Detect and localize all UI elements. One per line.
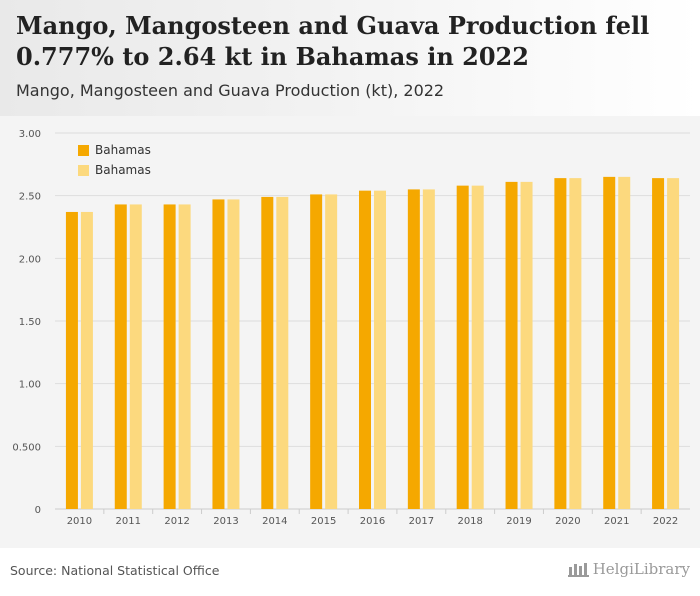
x-tick-label: 2017 [409,516,434,527]
bar-1-2021 [603,176,616,509]
bar-1-2014 [261,196,274,510]
y-tick-label: 2.00 [19,254,41,265]
x-tick-label: 2016 [360,516,385,527]
x-tick-label: 2021 [604,516,629,527]
bar-2-2016 [374,190,386,510]
bar-1-2016 [359,190,371,510]
x-tick-label: 2010 [67,516,92,527]
y-tick-label: 1.50 [19,317,41,328]
legend-item-series-1[interactable]: Bahamas [78,140,151,160]
legend-swatch [78,164,89,176]
source-note: Source: National Statistical Office [10,563,220,578]
bar-1-2017 [407,189,420,509]
bar-2-2022 [667,178,680,509]
y-tick-label: 0.500 [12,442,41,453]
y-tick-label: 0 [35,505,41,516]
library-icon [567,563,589,577]
bar-1-2012 [163,204,176,509]
chart-area: 0 0.500 1.00 1.50 2.00 2.50 3.00 2010 2011 2012 20… [0,116,700,548]
header: Mango, Mangosteen and Guava Production f… [0,0,700,116]
legend-label: Bahamas [95,143,151,157]
bar-2-2013 [227,199,240,509]
bar-1-2018 [456,185,469,509]
logo-text: HelgiLibrary [592,560,690,578]
bar-2-2021 [618,176,631,509]
legend-label: Bahamas [95,163,151,177]
bar-1-2020 [554,178,567,509]
y-tick-label: 2.50 [19,192,41,203]
bar-2-2017 [422,189,435,509]
x-tick-label: 2020 [555,516,580,527]
y-tick-label: 1.00 [19,380,41,391]
bar-2-2012 [178,204,191,509]
x-tick-label: 2022 [653,516,678,527]
x-tick-label: 2013 [213,516,238,527]
y-tick-label: 3.00 [19,129,41,140]
chart-title: Mango, Mangosteen and Guava Production f… [16,11,650,71]
x-tick-label: 2011 [116,516,141,527]
bar-2-2011 [129,204,142,509]
bar-1-2022 [652,178,665,509]
x-tick-label: 2015 [311,516,336,527]
bar-2-2019 [520,181,533,509]
bar-2-2010 [80,211,93,509]
bar-1-2011 [114,204,127,509]
bar-2-2018 [471,185,484,509]
bar-1-2019 [505,181,518,509]
x-tick-label: 2018 [457,516,482,527]
bar-1-2010 [65,211,78,509]
legend: Bahamas Bahamas [78,140,151,180]
bar-1-2013 [212,199,225,509]
legend-swatch [78,144,89,156]
bar-2-2015 [325,194,338,509]
bar-2-2020 [569,178,582,509]
bar-1-2015 [310,194,323,509]
x-tick-label: 2012 [164,516,189,527]
bar-2-2014 [276,196,289,510]
legend-item-series-2[interactable]: Bahamas [78,160,151,180]
bar-chart: 0 0.500 1.00 1.50 2.00 2.50 3.00 2010 2011 2012 20… [12,129,690,527]
x-tick-label: 2014 [262,516,287,527]
helgilibrary-logo[interactable]: HelgiLibrary [567,560,690,578]
x-tick-label: 2019 [506,516,531,527]
chart-subtitle: Mango, Mangosteen and Guava Production (… [16,81,445,100]
